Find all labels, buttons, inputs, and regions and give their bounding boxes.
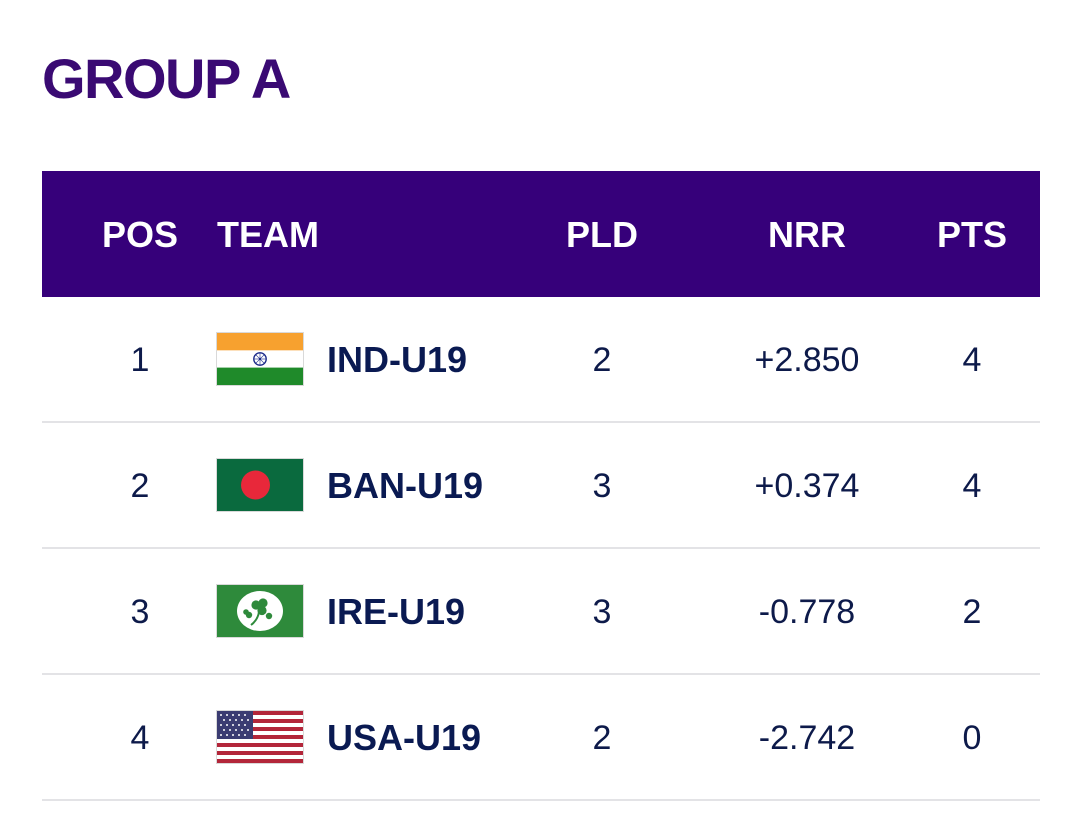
- bangladesh-flag-icon: [217, 459, 303, 511]
- table-row[interactable]: 2 BAN-U19 3 +0.374 4: [42, 423, 1040, 549]
- header-pld: PLD: [566, 214, 638, 255]
- team-name[interactable]: BAN-U19: [327, 465, 484, 506]
- row-nrr: -2.742: [758, 719, 856, 757]
- header-pos: POS: [102, 214, 179, 255]
- row-pos: 3: [130, 593, 150, 631]
- row-nrr: +2.850: [754, 341, 860, 379]
- row-pos: 1: [130, 341, 150, 379]
- table-header: POS TEAM PLD NRR PTS: [42, 171, 1040, 297]
- row-pts: 4: [962, 341, 982, 379]
- header-nrr: NRR: [768, 214, 846, 255]
- table-row[interactable]: 1 IND-U19 2 +2.850 4: [42, 297, 1040, 423]
- group-title: GROUP A: [42, 47, 291, 110]
- standings-table: POS TEAM PLD NRR PTS 1 IND-U19: [42, 171, 1040, 801]
- team-name[interactable]: IND-U19: [327, 339, 468, 380]
- row-pos: 4: [130, 719, 150, 757]
- header-team: TEAM: [217, 214, 319, 255]
- row-pts: 4: [962, 467, 982, 505]
- row-pos: 2: [130, 467, 150, 505]
- india-flag-icon: [217, 333, 303, 385]
- table-row[interactable]: 3 IRE-U19 3 -0.778 2: [42, 549, 1040, 675]
- header-pts: PTS: [936, 214, 1007, 255]
- table-row[interactable]: 4: [42, 675, 1040, 801]
- team-name[interactable]: USA-U19: [327, 717, 482, 758]
- ireland-cricket-flag-icon: [217, 585, 303, 637]
- team-name[interactable]: IRE-U19: [327, 591, 466, 632]
- row-nrr: +0.374: [754, 467, 860, 505]
- row-pts: 2: [962, 593, 982, 631]
- row-pld: 2: [592, 341, 612, 379]
- usa-flag-icon: [217, 711, 303, 763]
- row-pld: 2: [592, 719, 612, 757]
- row-nrr: -0.778: [758, 593, 856, 631]
- row-pts: 0: [962, 719, 982, 757]
- row-pld: 3: [592, 593, 612, 631]
- row-pld: 3: [592, 467, 612, 505]
